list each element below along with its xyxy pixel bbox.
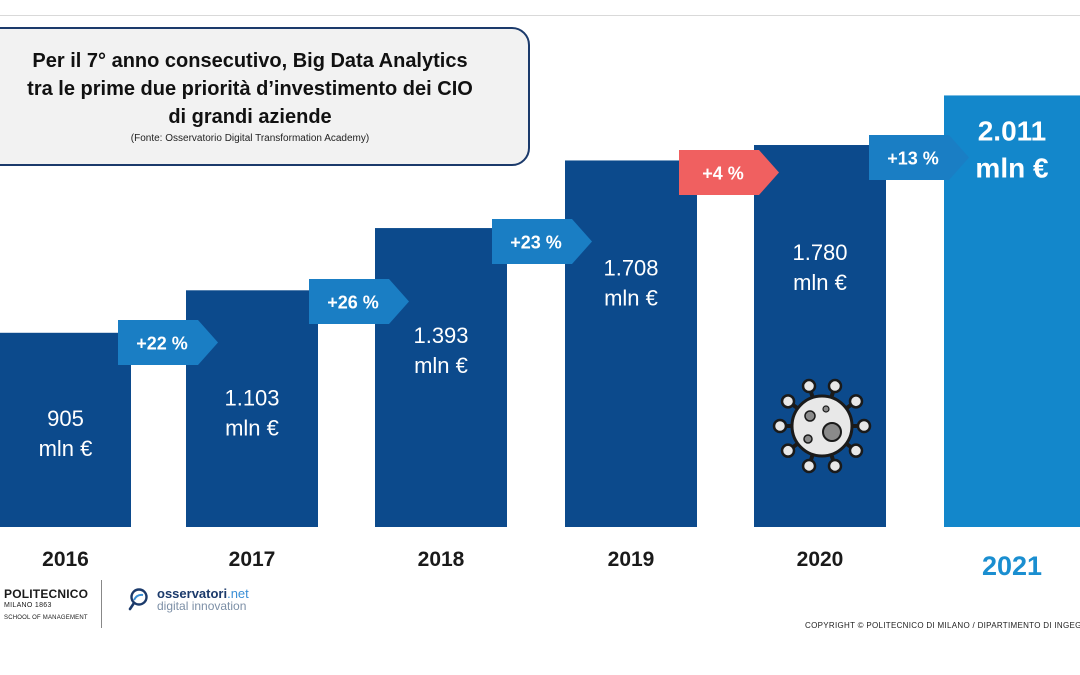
osservatori-word: osservatori: [157, 586, 228, 601]
polimi-school: SCHOOL OF MANAGEMENT: [4, 615, 88, 621]
bar-2018: [375, 228, 507, 527]
value-label-2020: 1.780 mln €: [792, 240, 847, 295]
virus-spot: [803, 434, 813, 444]
polimi-name: POLITECNICO: [4, 587, 89, 601]
year-label-2016: 2016: [42, 548, 89, 571]
virus-spike-tip: [848, 394, 864, 409]
osservatori-subtitle: digital innovation: [157, 599, 247, 613]
virus-spike-tip: [848, 443, 864, 458]
bar-2019: [565, 160, 697, 527]
magnifier-icon: [128, 588, 148, 611]
value-unit-2020: mln €: [793, 270, 847, 295]
value-unit-2018: mln €: [414, 353, 468, 378]
value-label-2016: 905 mln €: [39, 406, 93, 461]
bar-2016: [0, 332, 131, 527]
value-unit-2016: mln €: [39, 436, 93, 461]
value-number-2017: 1.103: [224, 385, 279, 410]
growth-label-2021: +13 %: [887, 149, 939, 169]
virus-spike-tip: [801, 378, 817, 394]
growth-label-2017: +22 %: [136, 334, 188, 354]
year-label-2017: 2017: [229, 548, 276, 571]
copyright-text: COPYRIGHT © POLITECNICO DI MILANO / DIPA…: [805, 621, 1080, 630]
value-unit-2019: mln €: [604, 285, 658, 310]
osservatori-name: osservatori.net: [157, 587, 249, 601]
chart-source: (Fonte: Osservatorio Digital Transformat…: [130, 133, 370, 144]
title-box: Per il 7° anno consecutivo, Big Data Ana…: [0, 27, 530, 166]
value-number-2016: 905: [47, 406, 84, 431]
virus-body: [790, 394, 854, 458]
growth-arrow-2019: [492, 219, 592, 264]
growth-arrow-2017: [118, 320, 218, 365]
year-label-2020: 2020: [797, 548, 844, 571]
year-label-2019: 2019: [608, 548, 655, 571]
year-label-2021: 2021: [982, 551, 1042, 581]
virus-spot: [822, 422, 842, 442]
bar-2017: [186, 290, 318, 527]
growth-label-2019: +23 %: [510, 233, 562, 253]
virus-spike-tip: [801, 458, 817, 474]
logo-divider: [101, 580, 102, 628]
chart-title: Per il 7° anno consecutivo, Big Data Ana…: [27, 50, 473, 128]
virus-spot: [804, 410, 816, 422]
polimi-city: MILANO 1863: [4, 602, 52, 609]
virus-icon: [772, 378, 872, 474]
value-number-2020: 1.780: [792, 240, 847, 265]
value-label-2018: 1.393 mln €: [413, 323, 468, 378]
virus-spike-tip: [856, 418, 872, 434]
value-unit-2021: mln €: [975, 152, 1049, 183]
virus-spike-tip: [827, 378, 843, 394]
value-number-2021: 2.011: [978, 115, 1047, 146]
osservatori-tld: .net: [227, 586, 249, 601]
virus-spike-tip: [827, 458, 843, 474]
bar-2021: [944, 95, 1080, 528]
year-label-2018: 2018: [418, 548, 465, 571]
growth-arrow-2021: [869, 135, 969, 180]
value-number-2019: 1.708: [603, 255, 658, 280]
virus-spot: [822, 405, 830, 413]
virus-spike-tip: [772, 418, 788, 434]
top-divider: [0, 15, 1080, 16]
virus-spike-tip: [780, 443, 796, 458]
bar-2020: [754, 145, 886, 527]
value-number-2018: 1.393: [413, 323, 468, 348]
virus-spike-tip: [780, 394, 796, 409]
growth-label-2020: +4 %: [702, 164, 744, 184]
polimi-logo: POLITECNICO MILANO 1863 SCHOOL OF MANAGE…: [4, 588, 88, 624]
value-label-2019: 1.708 mln €: [603, 255, 658, 310]
growth-arrow-2018: [309, 279, 409, 324]
footer-logos: POLITECNICO MILANO 1863 SCHOOL OF MANAGE…: [0, 580, 300, 630]
value-unit-2017: mln €: [225, 415, 279, 440]
growth-arrow-2020: [679, 150, 779, 195]
growth-label-2018: +26 %: [327, 293, 379, 313]
value-label-2017: 1.103 mln €: [224, 385, 279, 440]
value-label-2021: 2.011 mln €: [975, 115, 1049, 183]
